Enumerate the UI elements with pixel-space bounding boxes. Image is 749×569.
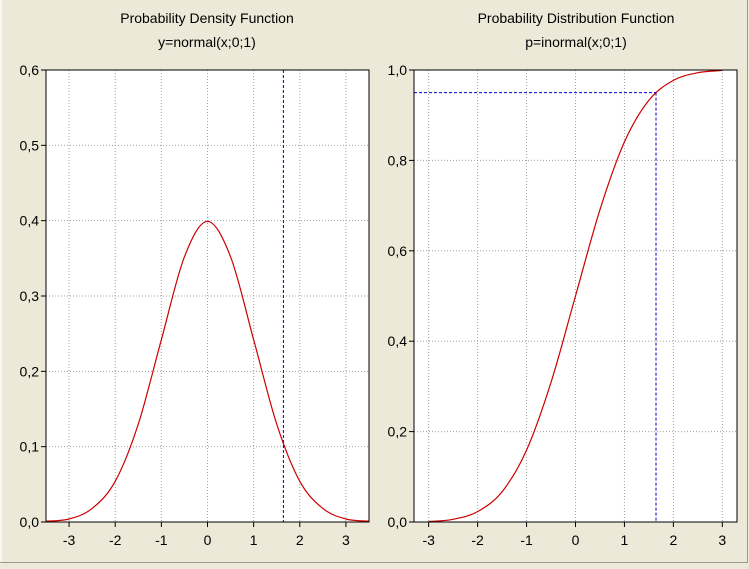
y-tick-label: 0,6 <box>388 243 408 259</box>
y-tick-label: 0,2 <box>20 363 40 379</box>
y-tick-label: 0,1 <box>20 439 40 455</box>
y-tick-label: 0,8 <box>388 152 408 168</box>
x-tick-label: -3 <box>63 532 76 548</box>
x-tick-label: 0 <box>572 532 580 548</box>
x-tick-label: 2 <box>669 532 677 548</box>
x-tick-label: -2 <box>109 532 122 548</box>
y-tick-label: 0,4 <box>388 333 408 349</box>
x-tick-label: 0 <box>204 532 212 548</box>
x-tick-label: -3 <box>422 532 435 548</box>
y-tick-label: 0,0 <box>20 514 40 530</box>
chart-subtitle-pdf: y=normal(x;0;1) <box>158 34 256 50</box>
chart-title-cdf: Probability Distribution Function <box>478 10 675 26</box>
chart-panel-cdf: Probability Distribution Function p=inorm… <box>388 10 738 548</box>
y-tick-label: 0,0 <box>388 514 408 530</box>
y-tick-label: 1,0 <box>388 62 408 78</box>
x-tick-label: 3 <box>342 532 350 548</box>
chart-panel-pdf: Probability Density Function y=normal(x;0… <box>20 10 370 548</box>
y-tick-label: 0,3 <box>20 288 40 304</box>
x-tick-label: 2 <box>296 532 304 548</box>
y-tick-label: 0,6 <box>20 62 40 78</box>
x-tick-label: 3 <box>718 532 726 548</box>
chart-title-pdf: Probability Density Function <box>120 10 294 26</box>
x-tick-label: -1 <box>520 532 533 548</box>
x-tick-label: -2 <box>471 532 484 548</box>
y-tick-label: 0,5 <box>20 137 40 153</box>
x-tick-label: -1 <box>155 532 168 548</box>
y-tick-label: 0,4 <box>20 213 40 229</box>
chart-subtitle-cdf: p=inormal(x;0;1) <box>525 34 627 50</box>
window-edge-highlight <box>0 0 2 564</box>
x-tick-label: 1 <box>621 532 629 548</box>
curve-series-pdf <box>45 220 370 522</box>
x-tick-label: 1 <box>250 532 258 548</box>
y-tick-label: 0,2 <box>388 424 408 440</box>
curve-series-cdf <box>428 69 723 523</box>
